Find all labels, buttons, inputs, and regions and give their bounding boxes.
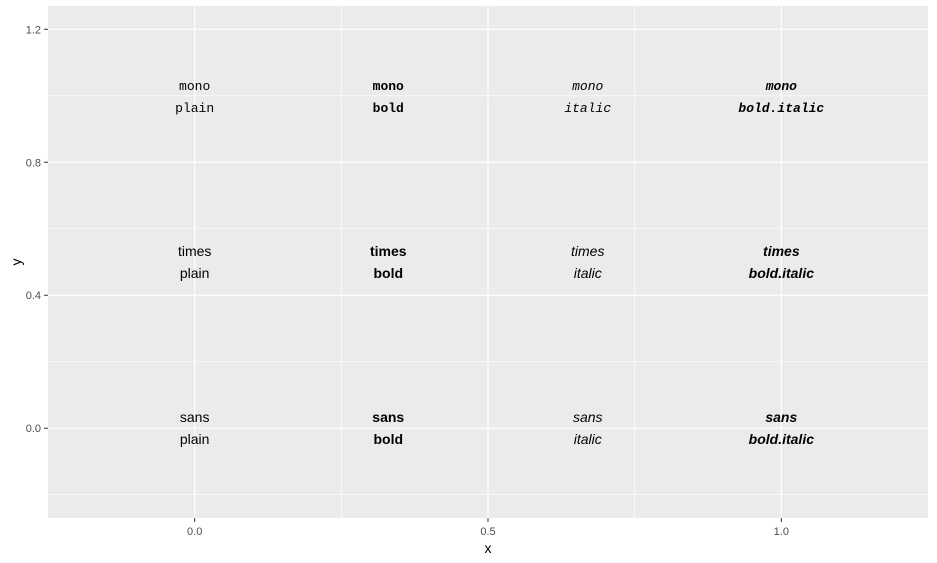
y-tick-label: 0.0: [26, 423, 41, 435]
point-label: times italic: [571, 243, 604, 281]
point-text-sans-italic: sans italic: [573, 409, 603, 447]
point-text-mono-bold: mono bold: [373, 79, 404, 116]
point-label: times bold.italic: [749, 243, 815, 281]
axis-ticks: [44, 28, 782, 522]
x-tick-label: 1.0: [774, 526, 789, 538]
point-label: times bold: [370, 243, 407, 281]
point-text-times-bold-italic: times bold.italic: [749, 243, 815, 281]
point-text-times-plain: times plain: [178, 243, 211, 281]
point-text-sans-bold-italic: sans bold.italic: [749, 409, 815, 447]
point-label: times plain: [178, 243, 211, 281]
major-gridlines: [48, 6, 928, 518]
point-text-sans-plain: sans plain: [180, 409, 210, 447]
point-labels: sans plain sans bold sans italic sans bold.ital…: [175, 79, 824, 447]
x-tick-label: 0.0: [187, 526, 202, 538]
point-text-times-italic: times italic: [571, 243, 604, 281]
y-tick-label: 1.2: [26, 24, 41, 36]
point-text-mono-bold-italic: mono bold.italic: [738, 79, 824, 116]
point-text-times-bold: times bold: [370, 243, 407, 281]
tick-labels: 0.0 0.5 1.0 0.0 0.4 0.8 1.2: [26, 24, 789, 538]
point-label: sans plain: [180, 409, 210, 447]
point-label: sans bold: [372, 409, 404, 447]
point-label: sans italic: [573, 409, 603, 447]
point-text-mono-italic: mono italic: [564, 79, 611, 116]
x-axis-title: x: [485, 540, 492, 556]
point-label: sans bold.italic: [749, 409, 815, 447]
point-text-sans-bold: sans bold: [372, 409, 404, 447]
y-tick-label: 0.8: [26, 157, 41, 169]
x-tick-label: 0.5: [480, 526, 495, 538]
y-tick-label: 0.4: [26, 290, 41, 302]
y-axis-title: y: [8, 259, 24, 266]
point-label: mono bold: [373, 79, 404, 116]
point-label: mono italic: [564, 79, 611, 116]
point-text-mono-plain: mono plain: [175, 79, 214, 116]
point-label: mono bold.italic: [738, 79, 824, 116]
point-label: mono plain: [175, 79, 214, 116]
